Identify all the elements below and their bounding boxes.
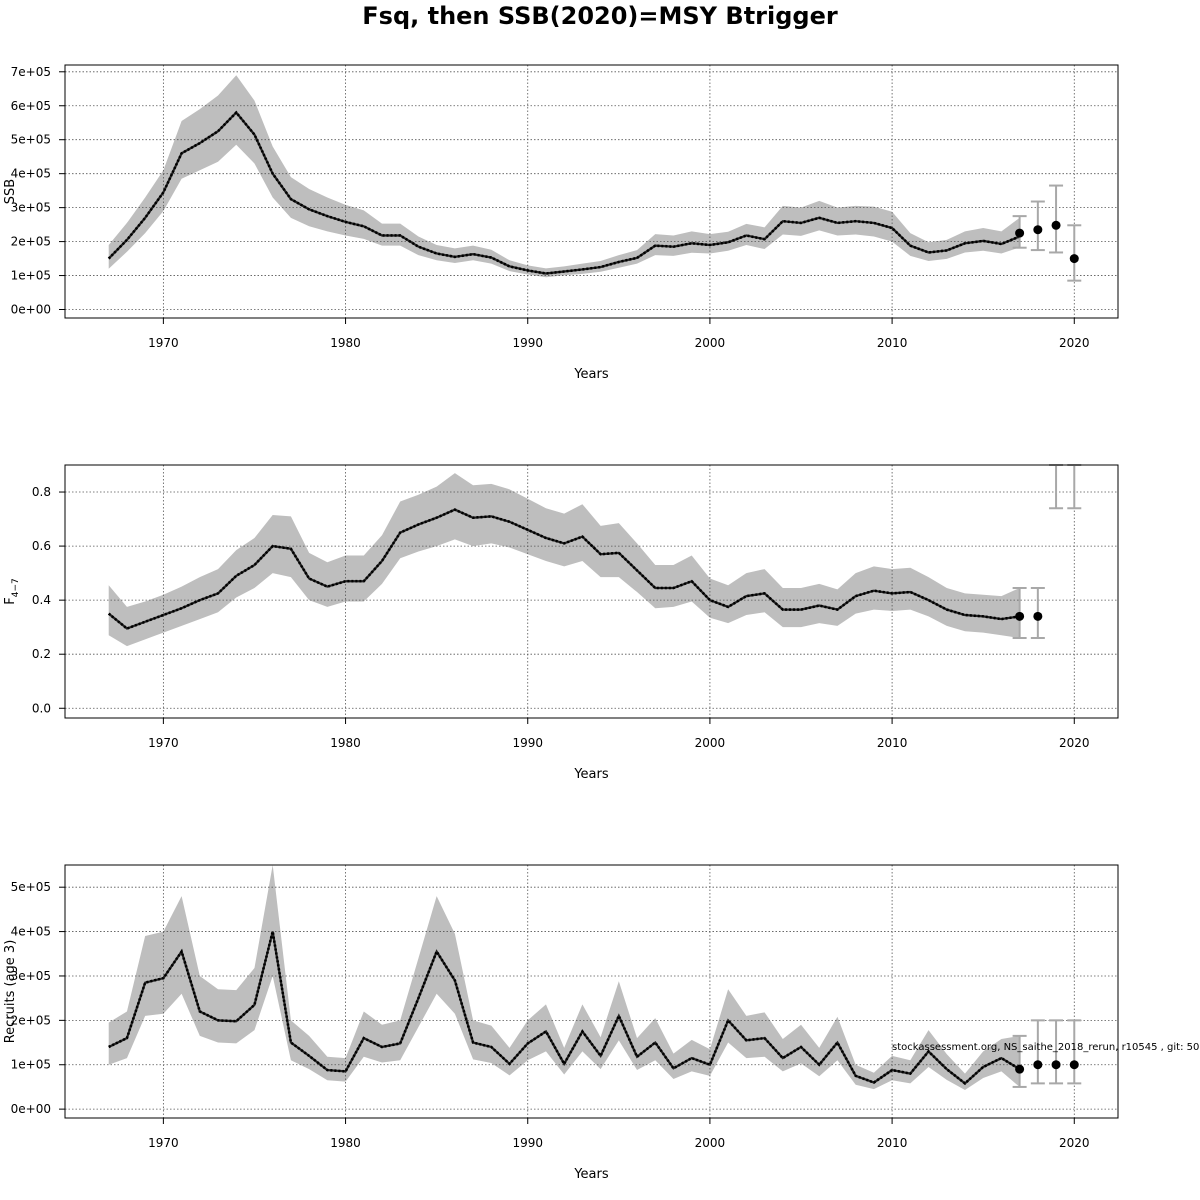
y-tick-label: 0.0 xyxy=(32,701,51,715)
y-tick-label: 0.8 xyxy=(32,485,51,499)
estimate-line-dotted xyxy=(107,110,1021,275)
estimate-line-dotted xyxy=(107,508,1020,631)
forecast-errorbar xyxy=(1049,184,1064,254)
forecast-errorbar xyxy=(1067,464,1082,510)
x-tick-label: 1990 xyxy=(512,736,543,750)
panel-3: 1970 1980 1990 2000 2010 2020 0e+00 1e+05 2e+05 3… xyxy=(3,864,1119,1182)
y-axis-label: F4−7 xyxy=(3,578,21,604)
y-tick-label: 1e+05 xyxy=(11,269,51,283)
x-axis-label: Years xyxy=(573,367,609,382)
forecast-point xyxy=(1033,611,1043,621)
panel-2: 1970 1980 1990 2000 2010 2020 0.0 0.2 0.4 0.6 0.8 Y… xyxy=(3,464,1119,782)
forecast-point xyxy=(1033,225,1043,235)
footnote-text: stockassessment.org, NS_saithe_2018_reru… xyxy=(892,1042,1200,1053)
forecast-errorbar xyxy=(1049,464,1064,510)
x-tick-label: 2010 xyxy=(877,736,908,750)
forecast-point xyxy=(1015,228,1025,238)
y-tick-label: 0.6 xyxy=(32,539,51,553)
panel-1: 1970 1980 1990 2000 2010 2020 0e+00 1e+05 2e+05 3… xyxy=(3,64,1119,382)
x-tick-label: 1970 xyxy=(148,736,179,750)
y-axis-label-subscript: 4−7 xyxy=(11,578,21,597)
chart-title: Fsq, then SSB(2020)=MSY Btrigger xyxy=(362,2,838,30)
x-axis-label: Years xyxy=(573,767,609,782)
x-tick-label: 2020 xyxy=(1059,336,1090,350)
y-tick-label: 5e+05 xyxy=(11,133,51,147)
y-tick-label: 7e+05 xyxy=(11,65,51,79)
x-tick-label: 1970 xyxy=(148,1136,179,1150)
forecast-point xyxy=(1051,1060,1061,1070)
forecast-errorbar xyxy=(1067,1019,1082,1085)
forecast-point xyxy=(1051,220,1061,230)
y-tick-label: 6e+05 xyxy=(11,99,51,113)
x-tick-label: 1980 xyxy=(330,736,361,750)
forecast-point xyxy=(1015,1064,1025,1074)
plot-frame xyxy=(64,464,1119,719)
confidence-band xyxy=(108,473,1020,647)
x-tick-label: 1990 xyxy=(512,336,543,350)
y-tick-label: 3e+05 xyxy=(11,201,51,215)
x-tick-label: 2000 xyxy=(695,336,726,350)
x-tick-label: 1970 xyxy=(148,336,179,350)
x-tick-label: 1980 xyxy=(330,1136,361,1150)
x-tick-label: 2020 xyxy=(1059,1136,1090,1150)
x-tick-label: 2000 xyxy=(695,1136,726,1150)
confidence-band xyxy=(108,865,1020,1091)
forecast-errorbar xyxy=(1067,224,1082,282)
x-tick-label: 2020 xyxy=(1059,736,1090,750)
y-axis-label: SSB xyxy=(3,179,18,204)
y-tick-label: 2e+05 xyxy=(11,1013,51,1027)
estimate-line-dotted xyxy=(108,931,1021,1086)
plot-frame xyxy=(64,64,1119,319)
y-tick-label: 0.2 xyxy=(32,647,51,661)
y-tick-label: 4e+05 xyxy=(11,925,51,939)
x-tick-label: 2000 xyxy=(695,736,726,750)
forecast-errorbar xyxy=(1012,1034,1027,1088)
forecast-point xyxy=(1033,1060,1043,1070)
forecast-point xyxy=(1069,254,1079,264)
y-tick-label: 5e+05 xyxy=(11,880,51,894)
y-tick-label: 2e+05 xyxy=(11,235,51,249)
y-tick-label: 4e+05 xyxy=(11,167,51,181)
forecast-errorbar xyxy=(1049,1019,1064,1085)
x-tick-label: 1980 xyxy=(330,336,361,350)
confidence-band xyxy=(108,75,1020,278)
y-tick-label: 0e+00 xyxy=(11,303,51,317)
plot-frame xyxy=(64,864,1119,1119)
x-tick-label: 2010 xyxy=(877,336,908,350)
x-axis-label: Years xyxy=(573,1167,609,1182)
forecast-point xyxy=(1069,1060,1079,1070)
y-tick-label: 1e+05 xyxy=(11,1058,51,1072)
forecast-point xyxy=(1015,611,1025,621)
y-tick-label: 0.4 xyxy=(32,593,51,607)
x-tick-label: 2010 xyxy=(877,1136,908,1150)
y-tick-label: 3e+05 xyxy=(11,969,51,983)
y-axis-label: Recruits (age 3) xyxy=(3,940,18,1044)
x-tick-label: 1990 xyxy=(512,1136,543,1150)
forecast-errorbar xyxy=(1030,1019,1045,1085)
y-tick-label: 0e+00 xyxy=(11,1102,51,1116)
